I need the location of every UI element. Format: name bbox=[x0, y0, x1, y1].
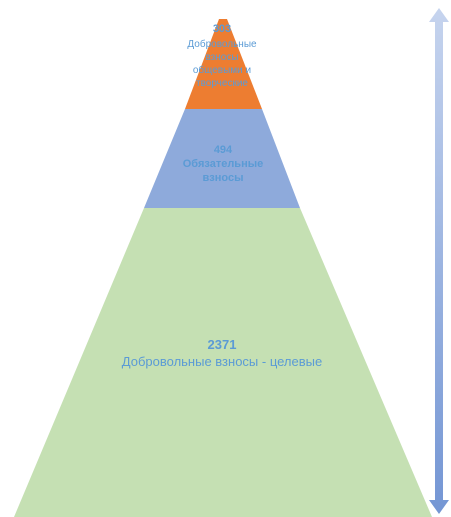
top-line-2: взносы bbox=[205, 52, 238, 63]
middle-line-1: Обязательные bbox=[183, 158, 263, 170]
top-line-3: общевыми и bbox=[193, 64, 251, 76]
double-arrow-icon bbox=[429, 8, 449, 514]
pyramid-level-middle bbox=[144, 109, 300, 208]
middle-value: 494 bbox=[214, 144, 233, 156]
base-line-1: Добровольные взносы - целевые bbox=[122, 354, 322, 369]
pyramid-level-top bbox=[185, 19, 262, 109]
middle-line-2: взносы bbox=[203, 172, 244, 184]
pyramid-base-label: 2371 Добровольные взносы - целевые bbox=[122, 337, 322, 369]
pyramid-level-base bbox=[14, 208, 432, 517]
pyramid-middle-label: 494 Обязательные взносы bbox=[183, 144, 263, 184]
top-value: 303 bbox=[213, 23, 231, 35]
top-line-4: творческие bbox=[196, 78, 248, 89]
pyramid-top-label: 303 Добровольные взносы общевыми и творч… bbox=[187, 23, 257, 89]
top-line-1: Добровольные bbox=[187, 38, 257, 50]
base-value: 2371 bbox=[208, 337, 237, 352]
